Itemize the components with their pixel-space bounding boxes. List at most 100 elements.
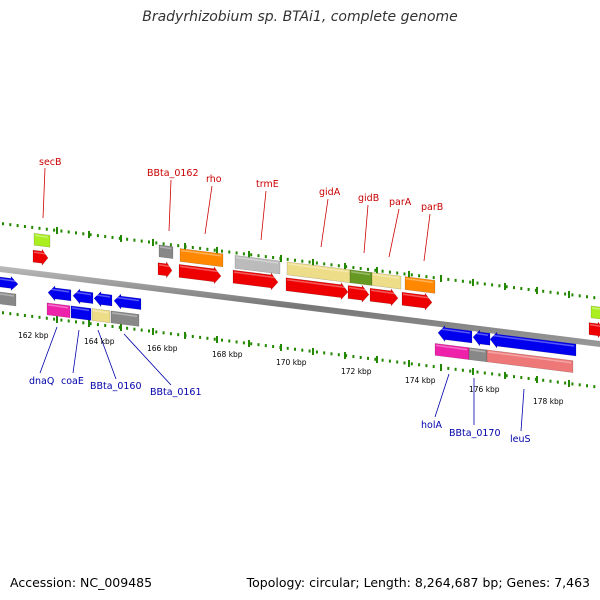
leader-trmE [260,190,267,241]
ruler-top-dot [9,223,12,227]
ruler-bottom-dot [250,342,253,346]
gene-arrow-rho-shine [179,265,220,273]
ruler-bottom-dot [432,365,435,369]
gene-box-BBta_0160-shine [92,309,109,314]
ruler-bottom-dot [242,341,245,345]
ruler-top-dot [213,248,216,252]
ruler-top-tick [216,247,218,254]
ruler-bottom-dot [345,354,348,358]
tick-label-172: 172 kbp [341,367,372,376]
ruler-bottom-dot [228,339,231,343]
gene-label-BBta_0161[interactable]: BBta_0161 [150,387,202,398]
ruler-bottom-dot [60,318,63,322]
gene-label-parA[interactable]: parA [389,197,412,208]
ruler-bottom-dot [2,311,4,315]
gene-box-parB-shine [405,277,434,284]
gene-label-coaE[interactable]: coaE [61,376,84,387]
ruler-bottom-dot [447,366,450,370]
gene-arrow-parB-shine [402,293,431,299]
gene-label-parB[interactable]: parB [421,202,443,213]
ruler-bottom-dot [454,367,457,371]
gene-label-BBta_0170[interactable]: BBta_0170 [449,428,501,439]
ruler-top-dot [491,283,494,287]
ruler-bottom-dot [352,355,355,359]
ruler-bottom-tick [56,316,58,323]
ruler-top-dot [191,245,194,249]
gene-label-BBta_0160[interactable]: BBta_0160 [90,381,142,392]
gene-label-secB[interactable]: secB [39,157,62,168]
leader-BBta_0162 [168,179,172,232]
gene-box-holA-shine [435,344,468,351]
gene-label-leuS[interactable]: leuS [510,434,531,445]
ruler-bottom-dot [527,376,530,380]
ruler-top-dot [505,285,508,289]
genome-backbone [0,266,600,347]
ruler-top-dot [96,234,99,238]
gene-label-rho[interactable]: rho [206,174,222,185]
ruler-top-dot [549,290,552,294]
ruler-bottom-dot [425,364,428,368]
ruler-bottom-dot [213,337,216,341]
ruler-bottom-dot [330,352,333,356]
gene-arrow-leuS-shine [490,334,575,347]
ruler-top-dot [527,287,530,291]
gene-label-trmE[interactable]: trmE [256,179,279,190]
gene-box-leuS-shine [487,351,572,364]
ruler-top-dot [403,272,406,276]
gene-arrow-trmE [232,269,279,291]
ruler-top-dot [542,289,545,293]
tick-label-168: 168 kbp [212,350,243,359]
gene-box-BBta_0161 [110,310,140,327]
gene-arrow-holA-shine [438,328,471,334]
ruler-bottom-dot [162,331,165,335]
ruler-top-dot [38,226,41,230]
gene-label-gidA[interactable]: gidA [319,187,341,198]
ruler-bottom-tick [152,328,154,335]
ruler-top-dot [534,288,537,292]
ruler-bottom-dot [359,355,362,359]
ruler-bottom-dot [67,319,70,323]
gene-box-coaE-shine [71,307,90,312]
ruler-bottom-dot [272,345,275,349]
ruler-top-dot [53,228,56,232]
ruler-top-tick [376,267,378,274]
ruler-top-dot [126,237,129,241]
ruler-top-dot [75,231,77,235]
ruler-top-tick [280,255,282,262]
page-title: Bradyrhizobium sp. BTAi1, complete genom… [142,9,458,25]
gene-box-parA-shine [372,273,400,279]
leader-BBta_0161 [123,333,172,386]
ruler-top-tick [88,231,90,238]
ruler-bottom-dot [542,378,545,382]
gene-arrow-gidA-shine [286,279,347,289]
ruler-top-dot [104,235,107,239]
gene-arrow-BBta_0162 [157,260,173,279]
gene-label-gidB[interactable]: gidB [358,193,379,204]
gene-label-BBta_0162[interactable]: BBta_0162 [147,168,199,179]
gene-label-holA[interactable]: holA [421,420,442,431]
ruler-bottom-dot [534,377,537,381]
ruler-top-dot [432,276,435,280]
ruler-bottom-dot [396,360,399,364]
tick-label-178: 178 kbp [533,397,564,406]
ruler-top-dot [345,265,348,269]
ruler-top-dot [155,241,158,245]
ruler-bottom-tick [440,364,442,371]
ruler-bottom-dot [323,351,326,355]
tick-label-176: 176 kbp [469,385,500,394]
ruler-top-dot [454,278,457,282]
ruler-top-dot [586,295,588,299]
gene-box-gidA-shine [287,263,349,273]
ruler-bottom-tick [472,368,474,375]
ruler-bottom-dot [38,315,41,319]
ruler-bottom-dot [191,334,194,338]
ruler-bottom-tick [216,336,218,343]
gene-label-dnaQ[interactable]: dnaQ [29,376,54,387]
ruler-bottom-dot [315,350,318,354]
ruler-top-dot [447,277,450,281]
ruler-bottom-tick [184,332,186,339]
gene-arrow-coaE [72,288,94,305]
gene-box-secB [33,232,51,248]
gene-box-BBta_0162-shine [159,246,172,250]
